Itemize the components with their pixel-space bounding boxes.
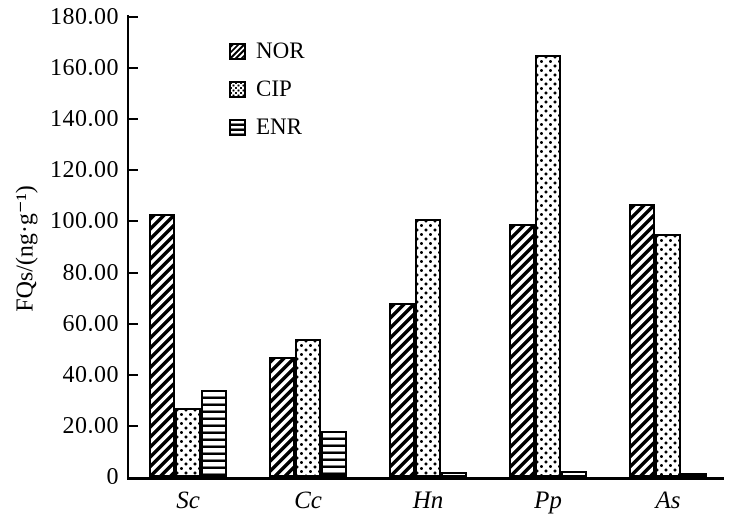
x-axis-line: [127, 477, 724, 480]
y-tick-label: 40.00: [62, 361, 119, 388]
y-tick-mark: [129, 169, 138, 172]
x-category-label-pp: Pp: [534, 487, 562, 514]
bar-cip-hn: [415, 218, 441, 477]
x-category-label-hn: Hn: [412, 487, 444, 514]
bar-enr-cc: [321, 431, 347, 477]
y-axis-line: [127, 15, 129, 480]
bar-enr-sc: [201, 390, 227, 477]
bar-cip-as: [655, 234, 681, 477]
y-tick-mark: [129, 16, 138, 18]
bar-nor-sc: [149, 213, 175, 477]
legend: NOR CIP ENR: [229, 38, 305, 154]
y-tick-mark: [129, 220, 138, 223]
bar-enr-as: [681, 473, 707, 477]
y-tick-label: 60.00: [62, 310, 119, 337]
legend-item-cip: CIP: [229, 76, 305, 101]
y-tick-label: 160.00: [50, 55, 119, 82]
x-category-label-sc: Sc: [176, 487, 200, 514]
bar-nor-cc: [269, 356, 295, 477]
y-tick-mark: [129, 271, 138, 274]
y-tick-mark: [129, 373, 138, 376]
legend-item-nor: NOR: [229, 38, 305, 63]
legend-label-cip: CIP: [256, 76, 292, 101]
bar-cip-sc: [175, 408, 201, 477]
bar-nor-hn: [389, 303, 415, 477]
y-tick-mark: [129, 67, 138, 70]
legend-label-nor: NOR: [256, 38, 305, 63]
x-category-label-as: As: [655, 487, 681, 514]
bar-enr-hn: [441, 471, 467, 477]
bar-nor-as: [629, 203, 655, 477]
legend-label-enr: ENR: [256, 114, 302, 139]
cip-dots-swatch-icon: [229, 80, 246, 98]
bar-enr-pp: [561, 470, 587, 477]
y-tick-label: 180.00: [50, 4, 119, 30]
x-category-label-cc: Cc: [294, 487, 322, 514]
nor-diagonal-hatch-swatch-icon: [229, 42, 246, 60]
enr-horizontal-lines-swatch-icon: [229, 118, 246, 136]
legend-item-enr: ENR: [229, 114, 305, 139]
y-tick-label: 20.00: [62, 412, 119, 439]
y-tick-mark: [129, 322, 138, 325]
y-tick-label: 100.00: [50, 208, 119, 235]
bar-cip-pp: [535, 55, 561, 477]
y-tick-label: 140.00: [50, 106, 119, 133]
y-tick-label: 0: [106, 464, 119, 490]
y-tick-label: 120.00: [50, 157, 119, 184]
plot-area: [129, 17, 724, 477]
y-tick-mark: [129, 424, 138, 427]
y-tick-label: 80.00: [62, 259, 119, 286]
bar-nor-pp: [509, 224, 535, 477]
bar-cip-cc: [295, 339, 321, 477]
y-tick-mark: [129, 118, 138, 121]
